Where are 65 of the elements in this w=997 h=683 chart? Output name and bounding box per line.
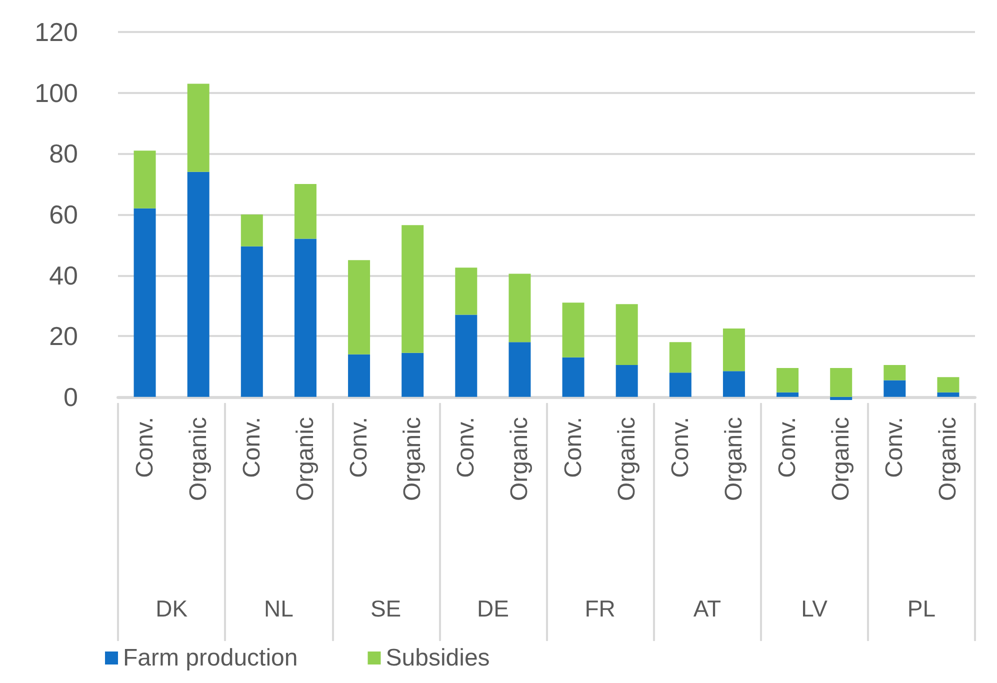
y-tick-label: 80 <box>49 138 78 169</box>
legend-label: Subsidies <box>386 644 490 672</box>
x-tick-label: Organic <box>506 417 534 502</box>
text: LV <box>801 596 828 622</box>
bar <box>508 342 531 397</box>
x-tick-label: Conv. <box>131 417 158 478</box>
bar <box>669 342 692 373</box>
bar <box>294 184 316 239</box>
x-tick-label: Conv. <box>881 417 908 478</box>
bar <box>455 314 478 397</box>
y-tick-label: 100 <box>34 78 78 108</box>
bar <box>134 208 156 397</box>
x-tick-label: Conv. <box>560 417 587 478</box>
x-tick-label: Organic <box>292 417 319 502</box>
bar <box>402 352 424 397</box>
y-tick-label: 0 <box>64 382 78 412</box>
bar <box>240 214 263 246</box>
y-tick-label: 20 <box>49 321 78 352</box>
x-tick-label: Conv. <box>238 417 266 478</box>
bar <box>402 225 424 353</box>
bar <box>240 246 263 397</box>
bar <box>937 392 960 397</box>
x-tick-label: Conv. <box>452 417 480 478</box>
bar <box>937 377 960 392</box>
bar <box>884 380 906 397</box>
bar <box>776 392 799 397</box>
bar <box>830 368 852 397</box>
bar <box>348 354 370 397</box>
bar <box>455 268 478 315</box>
x-tick-label: Conv. <box>666 417 694 478</box>
y-tick-label: 60 <box>49 199 78 230</box>
bar <box>830 396 852 400</box>
bar <box>187 84 210 172</box>
x-tick-label: Organic <box>828 417 855 502</box>
bar <box>348 260 370 354</box>
legend-label: Farm production <box>123 644 298 672</box>
bar <box>776 368 799 392</box>
text: PL <box>907 596 936 622</box>
bar <box>884 364 906 380</box>
bar <box>187 172 210 397</box>
text: DK <box>156 596 188 622</box>
bar <box>294 238 316 397</box>
text: DE <box>476 596 509 622</box>
x-tick-label: Organic <box>613 417 640 502</box>
y-tick-label: 40 <box>49 260 78 290</box>
bar <box>722 328 745 372</box>
text: NL <box>264 596 294 622</box>
x-tick-label: Conv. <box>346 417 373 478</box>
text: AT <box>693 596 722 622</box>
bar <box>616 364 638 397</box>
text: FR <box>584 596 616 622</box>
bar <box>508 274 531 342</box>
x-tick-label: Organic <box>720 417 748 502</box>
x-tick-label: Organic <box>184 417 212 502</box>
bar <box>722 371 745 397</box>
text: SE <box>370 596 402 622</box>
x-tick-label: Organic <box>934 417 962 502</box>
y-tick-label: 120 <box>34 17 78 47</box>
bar <box>134 150 156 208</box>
bar <box>616 304 638 365</box>
x-tick-label: Organic <box>399 417 426 502</box>
x-tick-label: Conv. <box>774 417 802 478</box>
bar <box>562 357 584 397</box>
bar <box>669 372 692 397</box>
bar <box>562 302 584 358</box>
